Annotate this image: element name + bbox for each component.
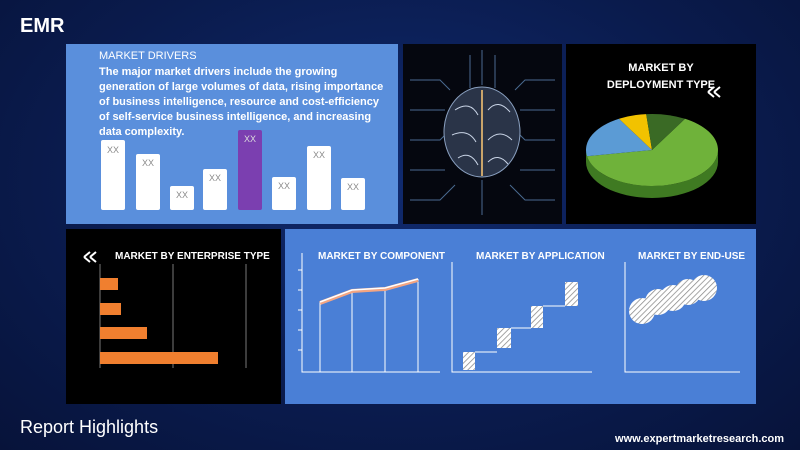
arrow-icon xyxy=(83,251,97,263)
bar-label: XX xyxy=(107,145,119,155)
bar xyxy=(101,140,125,210)
driver-bars xyxy=(101,130,365,210)
drivers-title: MARKET DRIVERS xyxy=(99,50,197,62)
drivers-text: The major market drivers include the gro… xyxy=(99,66,384,138)
deployment-title: MARKET BY DEPLOYMENT TYPE xyxy=(606,62,716,91)
footer-url: www.expertmarketresearch.com xyxy=(615,433,784,445)
application-title: MARKET BY APPLICATION xyxy=(476,251,605,262)
bar-label: XX xyxy=(313,150,325,160)
bar-label: XX xyxy=(244,134,256,144)
brain-illustration xyxy=(410,50,555,215)
charts-panel xyxy=(285,229,756,404)
component-chart xyxy=(298,253,440,373)
bar-label: XX xyxy=(176,190,188,200)
enterprise-title: MARKET BY ENTERPRISE TYPE xyxy=(115,251,270,262)
bar xyxy=(307,146,331,210)
bar-label: XX xyxy=(209,173,221,183)
bar xyxy=(136,154,160,210)
end-use-chart xyxy=(624,262,740,373)
bar-label: XX xyxy=(347,182,359,192)
bar xyxy=(341,178,365,210)
enterprise-bars xyxy=(100,278,218,364)
pie xyxy=(585,113,718,198)
bar-label: XX xyxy=(142,158,154,168)
arrow-icon xyxy=(707,86,721,98)
bar-label: XX xyxy=(278,181,290,191)
logo: EMR xyxy=(20,15,65,37)
bar xyxy=(238,130,262,210)
footer-title: Report Highlights xyxy=(20,417,159,437)
bar xyxy=(272,177,296,210)
component-title: MARKET BY COMPONENT xyxy=(318,251,446,262)
bar xyxy=(170,186,194,210)
end-use-title: MARKET BY END-USE xyxy=(638,251,746,262)
bar xyxy=(203,169,227,210)
application-chart xyxy=(451,262,592,373)
